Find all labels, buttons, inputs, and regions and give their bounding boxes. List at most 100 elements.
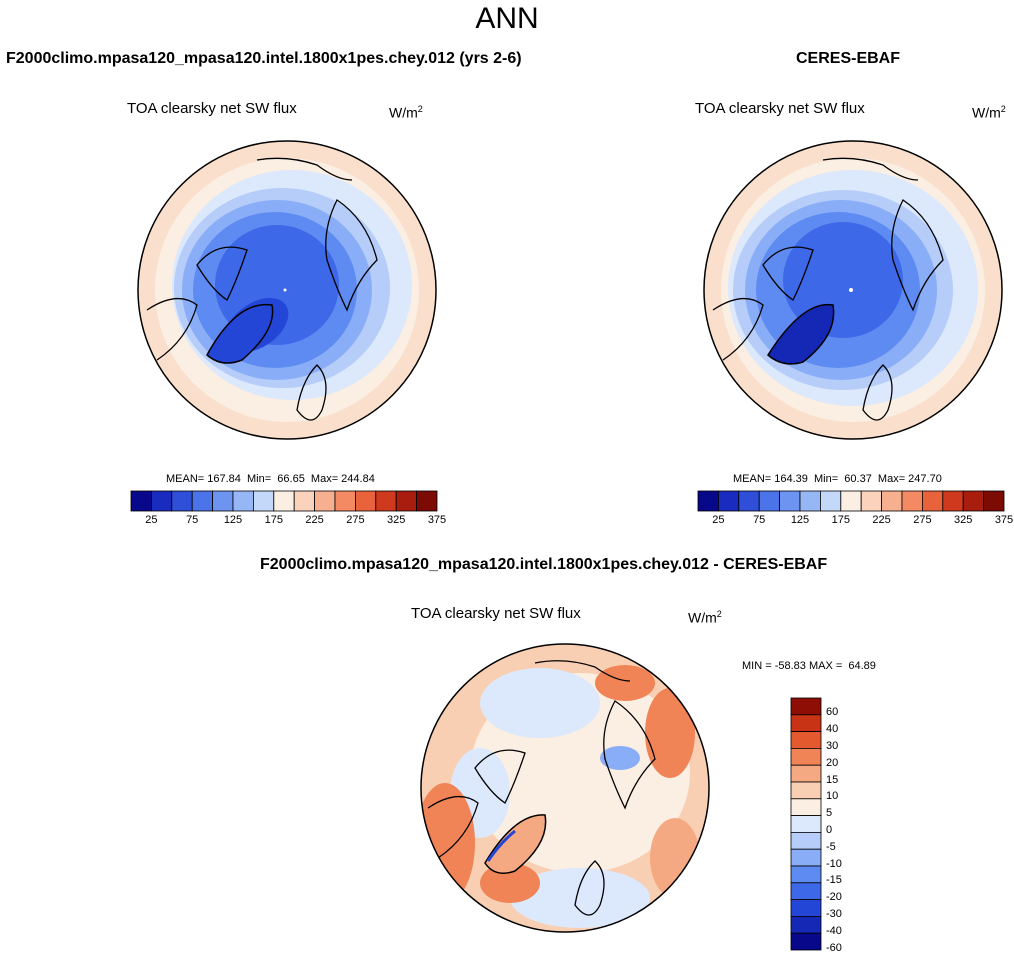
greenland-coastline [767,303,835,365]
colorbar-tick-label: -20 [826,891,842,904]
colorbar-swatch [790,831,822,850]
colorbar-swatch [942,490,964,512]
colorbar-swatch [738,490,760,512]
coastline [712,298,764,361]
colorbar-swatch [921,490,944,512]
colorbar-swatch [790,714,822,732]
colorbar-swatch [191,490,214,512]
colorbar-tick-label: 5 [826,807,833,820]
colorbar-swatch [758,490,781,512]
coastline [822,157,919,181]
colorbar-swatch [790,748,822,766]
colorbar-swatch [790,697,822,716]
coastline [534,660,631,682]
colorbar-swatch [717,490,740,512]
colorbar-swatch [962,490,985,512]
colorbar-tick-label: 30 [826,740,839,752]
diff-units-label: W/m2 [688,609,722,626]
colorbar-swatch [881,490,903,512]
diff-panel-title: F2000climo.mpasa120_mpasa120.intel.1800x… [260,556,828,573]
ref-panel-title: CERES-EBAF [796,50,901,67]
colorbar-tick-label: 40 [826,723,839,736]
colorbar-swatch [171,490,193,512]
diff-variable-label: TOA clearsky net SW flux [411,605,581,622]
colorbar-tick-label: -5 [826,840,836,853]
coastline [146,298,198,361]
colorbar-tick-label: 60 [826,706,839,719]
colorbar-swatch [150,490,173,512]
colorbar-tick-label: 25 [712,514,725,526]
colorbar-swatch [790,731,822,749]
colorbar-swatch [314,490,336,512]
ref-polar-map [703,140,1003,440]
coastline [862,364,893,421]
map-boundary [420,643,710,933]
test-stats: MEAN= 167.84 Min= 66.65 Max= 244.84 [166,473,375,485]
map-contour-band [421,783,475,903]
test-polar-map [137,140,437,440]
test-panel-title: F2000climo.mpasa120_mpasa120.intel.1800x… [6,50,522,67]
colorbar-swatch [253,490,275,512]
colorbar-swatch [130,490,152,512]
colorbar-tick-label: 275 [346,514,365,526]
colorbar-swatch [790,899,822,917]
map-contour-band [480,668,600,738]
map-contour-band [650,818,700,898]
colorbar-tick-label: -15 [826,874,842,887]
colorbar-tick-label: 0 [826,824,833,836]
ref-colorbar-ticks: 25 75 125 175 225 275 325 375 [698,514,1013,530]
colorbar-tick-label: 325 [387,514,406,526]
colorbar-swatch [212,490,234,512]
colorbar-tick-label: 225 [305,514,324,526]
coastline [196,246,248,301]
coastline [256,157,353,181]
ref-units-label: W/m2 [972,104,1006,121]
colorbar-tick-label: 125 [790,514,810,526]
colorbar-swatch [354,490,377,512]
colorbar-swatch [790,882,822,901]
map-contour-band [510,868,650,928]
colorbar-tick-label: 375 [994,514,1014,526]
map-boundary [703,140,1003,440]
colorbar-swatch [799,490,821,512]
greenland-coastline [206,303,274,364]
coastline [474,749,526,804]
colorbar-swatch [983,490,1005,512]
north-pole-marker [283,288,287,292]
ref-stats: MEAN= 164.39 Min= 60.37 Max= 247.70 [733,473,942,485]
north-pole-marker [849,288,853,292]
ref-variable-label: TOA clearsky net SW flux [695,100,865,117]
colorbar-tick-label: -40 [826,924,842,937]
coastline [574,860,605,916]
test-colorbar [130,490,438,512]
colorbar-swatch [334,490,356,512]
test-variable-label: TOA clearsky net SW flux [127,100,297,117]
map-contour-band [486,829,516,862]
map-contour-band [595,665,655,701]
colorbar-tick-label: 275 [913,514,932,526]
colorbar-tick-label: 125 [223,514,243,526]
diff-colorbar [790,697,822,951]
colorbar-swatch [375,490,397,512]
colorbar-swatch [790,764,822,783]
diff-polar-map [420,643,710,933]
colorbar-tick-label: 375 [427,514,447,526]
coastline [891,199,944,312]
colorbar-swatch [790,848,822,867]
colorbar-swatch [293,490,315,512]
colorbar-swatch [860,490,882,512]
colorbar-swatch [790,932,822,951]
colorbar-swatch [790,798,822,817]
colorbar-swatch [790,781,822,800]
colorbar-tick-label: 225 [872,514,891,526]
coastline [762,246,814,301]
colorbar-swatch [395,490,418,512]
test-units-label: W/m2 [389,104,423,121]
colorbar-swatch [232,490,254,512]
colorbar-tick-label: -10 [826,857,842,870]
colorbar-swatch [820,490,842,512]
colorbar-tick-label: 15 [826,773,839,786]
colorbar-tick-label: 10 [826,790,839,803]
diff-stats: MIN = -58.83 MAX = 64.89 [742,660,876,672]
colorbar-tick-label: 75 [753,514,766,526]
